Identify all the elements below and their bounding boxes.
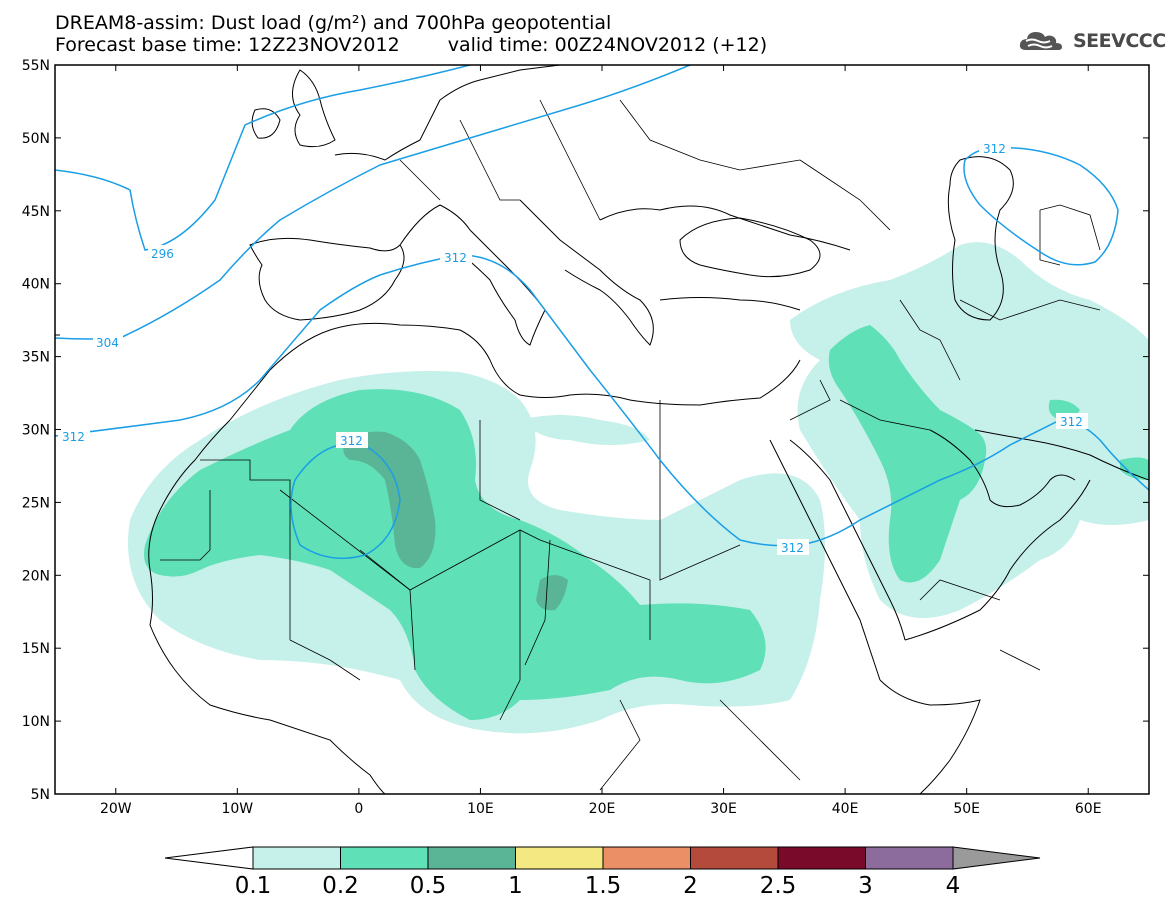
colorbar-label: 4 — [946, 873, 961, 899]
colorbar-swatch — [602, 846, 691, 870]
cloud-icon — [1019, 32, 1062, 50]
colorbar-swatch — [252, 846, 341, 870]
contour-labels: 296 304 312 312 312 312 312 312 — [58, 140, 1088, 555]
contour-312-main — [55, 254, 1149, 547]
lat-label: 50N — [22, 131, 50, 147]
lon-label: 20W — [100, 801, 132, 817]
lat-label: 55N — [22, 58, 50, 74]
lat-label: 45N — [22, 204, 50, 220]
longitude-axis: 20W 10W 0 10E 20E 30E 40E 50E 60E — [100, 65, 1102, 817]
lat-label: 25N — [22, 495, 50, 511]
lon-label: 20E — [589, 801, 616, 817]
colorbar-label: 1 — [508, 873, 523, 899]
contour-label-304: 304 — [96, 336, 119, 350]
colorbar-swatch — [427, 846, 516, 870]
lon-label: 40E — [832, 801, 859, 817]
lat-label: 35N — [22, 350, 50, 366]
lon-label: 0 — [354, 801, 363, 817]
contour-312-caspian — [963, 146, 1119, 266]
lon-label: 30E — [710, 801, 737, 817]
colorbar-label: 0.1 — [235, 873, 272, 899]
lat-label: 5N — [31, 787, 50, 803]
contour-label-296: 296 — [151, 247, 174, 261]
contour-label-312-east: 312 — [781, 541, 804, 555]
colorbar-label: 1.5 — [585, 873, 622, 899]
forecast-base-time: Forecast base time: 12Z23NOV2012 — [55, 34, 400, 56]
lat-label: 40N — [22, 277, 50, 293]
colorbar-label: 2.5 — [760, 873, 797, 899]
valid-time: valid time: 00Z24NOV2012 (+12) — [447, 34, 768, 56]
colorbar-label: 3 — [858, 873, 873, 899]
seevccc-logo: SEEVCCC — [1018, 26, 1165, 56]
contour-296 — [55, 65, 471, 251]
contour-label-312-sahara: 312 — [340, 434, 363, 448]
colorbar-swatch — [865, 846, 954, 870]
colorbar-swatch — [690, 846, 779, 870]
logo-text: SEEVCCC — [1073, 30, 1165, 52]
colorbar-label: 0.5 — [410, 873, 447, 899]
lon-label: 50E — [953, 801, 980, 817]
lat-label: 10N — [22, 714, 50, 730]
latitude-axis: 55N 50N 45N 40N 35N 30N 25N 20N 15N 10N 5N — [22, 58, 1149, 803]
colorbar-swatch — [515, 846, 604, 870]
colorbar-label: 0.2 — [322, 873, 359, 899]
colorbar-low-arrow — [164, 846, 254, 870]
map-title: DREAM8-assim: Dust load (g/m²) and 700hP… — [55, 12, 612, 34]
contour-304 — [55, 65, 691, 340]
map-area: 296 304 312 312 312 312 312 312 — [55, 65, 1149, 794]
contour-label-312-west: 312 — [62, 430, 85, 444]
colorbar-swatch — [340, 846, 429, 870]
contour-label-312-med: 312 — [444, 251, 467, 265]
map-subtitle: Forecast base time: 12Z23NOV2012 valid ti… — [55, 34, 767, 56]
lat-label: 20N — [22, 568, 50, 584]
lon-label: 60E — [1075, 801, 1102, 817]
colorbar-high-arrow — [952, 846, 1041, 870]
colorbar: 0.1 0.2 0.5 1 1.5 2 2.5 3 4 — [164, 846, 1041, 899]
colorbar-label: 2 — [683, 873, 698, 899]
contour-label-312-caspian: 312 — [983, 142, 1006, 156]
colorbar-swatch — [777, 846, 866, 870]
dust-heavy-regions — [343, 431, 568, 611]
country-borders — [160, 99, 1101, 791]
contour-label-312-gulf: 312 — [1060, 415, 1083, 429]
coastlines — [55, 65, 1149, 794]
lat-label: 30N — [22, 423, 50, 439]
lon-label: 10W — [221, 801, 253, 817]
lon-label: 10E — [467, 801, 494, 817]
lat-label: 15N — [22, 641, 50, 657]
